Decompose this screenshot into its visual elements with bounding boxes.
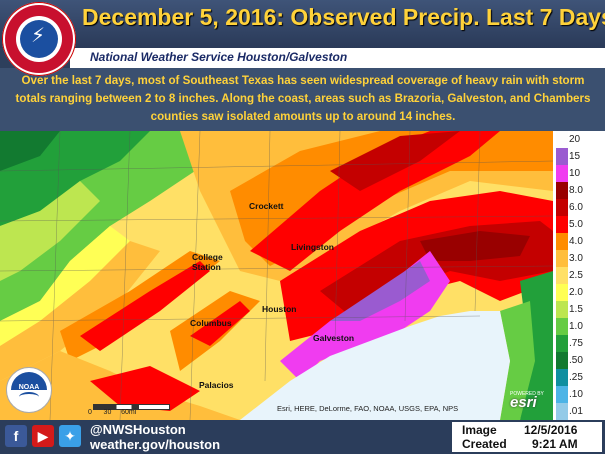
legend-label: 1.5 [569,303,583,315]
gull-icon [19,392,39,402]
legend-label: 4.0 [569,235,583,247]
legend-swatch [556,267,568,284]
legend-label: .75 [569,337,583,349]
twitter-icon[interactable]: ✦ [59,425,81,447]
legend-swatch [556,403,568,420]
scale-bar [93,404,170,410]
city-label: Galveston [313,333,355,343]
city-label: Palacios [199,380,234,390]
legend-swatch [556,318,568,335]
noaa-logo: NOAA [6,367,52,413]
map-attribution: Esri, HERE, DeLorme, FAO, NOAA, USGS, EP… [277,404,459,413]
legend-label: 10 [569,167,581,179]
precip-legend: 20 15 10 8.0 6.0 5.0 4.0 3.0 2.5 2.0 1.5 1.0 .75 .50.… [553,131,605,420]
legend-swatch [556,386,568,403]
twitter-handle[interactable]: @NWSHouston [90,422,186,437]
legend-label: 5.0 [569,218,583,230]
legend-label: .50 [569,354,583,366]
esri-powered-text: POWERED BY [510,391,544,397]
legend-label: .10 [569,388,583,400]
legend-label: .25 [569,371,583,383]
city-label: Houston [262,304,297,314]
scale-label: 0 30 60mi [88,409,137,416]
legend-label: .01 [569,405,583,417]
legend-label: 15 [569,150,581,162]
youtube-icon[interactable]: ▶ [32,425,54,447]
precip-map-svg [0,131,553,420]
legend-swatch [556,250,568,267]
description-box [0,68,605,131]
description-text: Over the last 7 days, most of Southeast … [15,74,591,123]
legend-swatch [556,131,568,148]
legend-swatch [556,335,568,352]
city-label: Livingston [291,242,334,252]
lightning-icon: ⚡ [31,25,46,47]
legend-label: 3.0 [569,252,583,264]
subtitle-bar [70,48,605,68]
city-label: Crockett [249,201,284,211]
legend-swatch [556,216,568,233]
esri-logo: esri [510,394,537,411]
precip-map[interactable] [0,131,553,420]
legend-swatch [556,199,568,216]
legend-swatch [556,233,568,250]
legend-swatch [556,369,568,386]
legend-label: 1.0 [569,320,583,332]
facebook-icon[interactable]: f [5,425,27,447]
legend-swatch [556,352,568,369]
city-label: College Station [192,252,223,272]
city-label: Columbus [190,318,232,328]
legend-swatch [556,165,568,182]
page-title: December 5, 2016: Observed Precip. Last … [82,4,605,30]
image-label: Image [462,423,497,437]
legend-label: 20 [569,133,581,145]
legend-label: 6.0 [569,201,583,213]
image-info-box [452,422,602,452]
legend-swatch [556,301,568,318]
image-date: 12/5/2016 [524,423,578,437]
header-bar [0,0,605,48]
created-label: Created [462,437,507,451]
legend-label: 2.0 [569,286,583,298]
legend-label: 2.5 [569,269,583,281]
legend-swatch [556,284,568,301]
legend-swatch [556,148,568,165]
created-time: 9:21 AM [532,437,578,451]
legend-label: 8.0 [569,184,583,196]
website-link[interactable]: weather.gov/houston [90,437,221,452]
legend-swatch [556,182,568,199]
subtitle: National Weather Service Houston/Galvest… [90,50,348,64]
nws-logo: ⚡ [2,2,76,76]
